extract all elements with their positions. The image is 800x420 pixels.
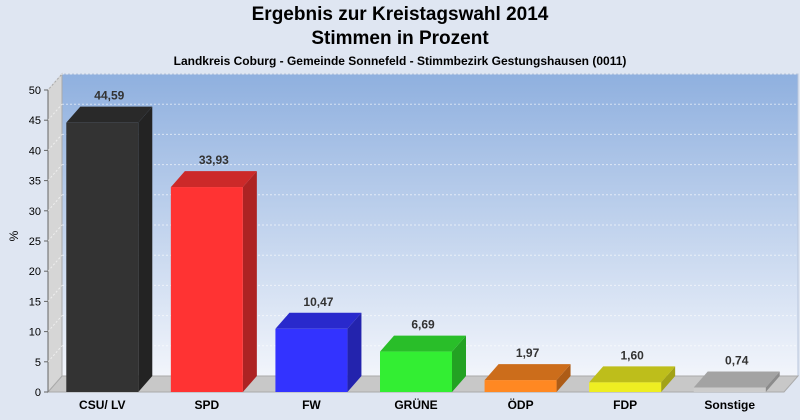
bar-side bbox=[347, 312, 362, 392]
y-tick-label: 15 bbox=[29, 296, 41, 308]
grid-line-side bbox=[47, 224, 63, 242]
y-tick-label: 35 bbox=[29, 176, 41, 188]
bar-top bbox=[275, 312, 362, 329]
bar-side bbox=[452, 335, 466, 392]
y-tick-label: 0 bbox=[35, 387, 41, 399]
data-label: 33,93 bbox=[199, 153, 229, 167]
chart-subtitle: Landkreis Coburg - Gemeinde Sonnefeld - … bbox=[173, 54, 627, 68]
y-tick-label: 45 bbox=[29, 115, 41, 127]
grid-line-side bbox=[47, 345, 63, 363]
bar-top bbox=[693, 371, 780, 388]
x-tick-label: CSU/ LV bbox=[79, 398, 125, 412]
bar-top bbox=[589, 366, 676, 383]
bar bbox=[693, 387, 766, 392]
y-tick-label: 5 bbox=[35, 357, 41, 369]
bar bbox=[484, 380, 557, 392]
bar-side bbox=[661, 366, 676, 392]
grid-line-side bbox=[47, 103, 63, 121]
bar bbox=[66, 122, 139, 393]
grid-line-side bbox=[47, 73, 63, 91]
grid-line-side bbox=[47, 254, 63, 272]
grid-line-side bbox=[47, 164, 63, 181]
y-tick-label: 25 bbox=[29, 236, 41, 248]
y-axis-label: % bbox=[7, 230, 21, 241]
bar-side bbox=[765, 371, 780, 392]
bar-top bbox=[484, 364, 571, 381]
x-tick-label: Sonstige bbox=[704, 398, 755, 412]
chart-title-2: Stimmen in Prozent bbox=[311, 28, 489, 49]
x-tick-label: ÖDP bbox=[508, 397, 534, 412]
y-tick-label: 30 bbox=[29, 206, 41, 218]
data-label: 0,74 bbox=[725, 354, 749, 368]
x-tick-label: FW bbox=[302, 398, 321, 412]
bar-side bbox=[556, 364, 571, 392]
bar-top bbox=[170, 171, 257, 188]
bar bbox=[275, 328, 348, 392]
bar bbox=[170, 187, 243, 392]
bar bbox=[589, 382, 662, 392]
y-tick-label: 50 bbox=[29, 85, 41, 97]
bar-top bbox=[66, 106, 153, 123]
grid-line-side bbox=[47, 194, 63, 212]
y-tick-label: 20 bbox=[29, 266, 41, 278]
y-tick-label: 40 bbox=[29, 145, 41, 157]
data-label: 44,59 bbox=[94, 89, 124, 103]
bar-side bbox=[242, 171, 257, 392]
grid-line-side bbox=[47, 315, 63, 332]
chart-title: Ergebnis zur Kreistagswahl 2014 bbox=[251, 4, 549, 25]
bar-side bbox=[138, 106, 153, 393]
x-tick-label: GRÜNE bbox=[394, 397, 437, 412]
data-label: 6,69 bbox=[411, 318, 435, 332]
x-tick-label: FDP bbox=[613, 398, 637, 412]
x-tick-label: SPD bbox=[195, 398, 220, 412]
grid-line-side bbox=[47, 134, 63, 151]
plot-side-wall bbox=[47, 72, 63, 394]
grid-line-side bbox=[47, 285, 63, 302]
y-tick-label: 10 bbox=[29, 327, 41, 339]
bar bbox=[380, 351, 452, 392]
data-label: 1,97 bbox=[516, 346, 540, 360]
bar-top bbox=[380, 335, 466, 352]
data-label: 1,60 bbox=[620, 348, 644, 362]
data-label: 10,47 bbox=[303, 295, 333, 309]
